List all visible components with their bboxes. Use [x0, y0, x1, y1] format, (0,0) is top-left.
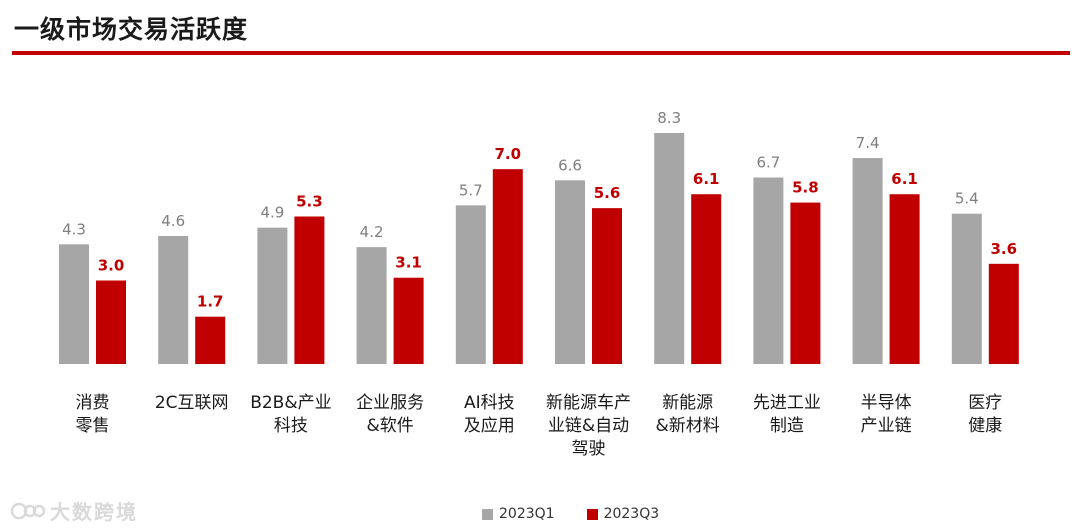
bar-2023q3-4 — [492, 169, 523, 364]
chart-title: 一级市场交易活跃度 — [14, 15, 249, 44]
value-label-2023q3-4: 7.0 — [495, 145, 522, 163]
legend-item-q1: 2023Q1 — [482, 506, 555, 522]
bar-2023q3-0 — [96, 280, 126, 364]
value-label-2023q3-3: 3.1 — [395, 254, 422, 272]
value-label-2023q3-1: 1.7 — [197, 293, 224, 311]
bar-2023q1-7 — [753, 177, 784, 364]
bar-2023q3-5 — [592, 208, 622, 364]
value-label-2023q3-2: 5.3 — [296, 192, 323, 210]
bar-2023q1-3 — [356, 247, 387, 364]
category-label-8: 半导体 产业链 — [860, 393, 912, 436]
bar-2023q3-1 — [195, 316, 226, 364]
bar-2023q3-2 — [294, 216, 325, 364]
value-label-2023q3-9: 3.6 — [991, 240, 1018, 258]
value-label-2023q1-6: 8.3 — [657, 109, 681, 127]
bar-2023q1-2 — [257, 227, 288, 364]
bar-2023q3-8 — [889, 194, 920, 364]
category-label-9: 医疗 健康 — [968, 393, 1003, 436]
legend-item-q3: 2023Q3 — [586, 506, 660, 522]
legend-swatch-q1 — [482, 508, 493, 520]
value-label-2023q1-2: 4.9 — [260, 204, 284, 222]
watermark-logo-icon — [10, 502, 46, 519]
bar-2023q3-9 — [988, 263, 1019, 364]
bar-2023q3-6 — [691, 194, 722, 364]
value-label-2023q1-0: 4.3 — [62, 220, 86, 238]
value-label-2023q3-6: 6.1 — [693, 170, 720, 188]
value-label-2023q3-0: 3.0 — [98, 257, 125, 275]
bar-2023q1-5 — [555, 180, 585, 364]
legend-label-q1: 2023Q1 — [499, 506, 555, 522]
value-label-2023q1-5: 6.6 — [558, 156, 582, 174]
legend: 2023Q1 2023Q3 — [482, 506, 691, 522]
watermark-text: 大数跨境 — [50, 500, 138, 524]
title-divider — [12, 51, 1070, 55]
value-label-2023q3-7: 5.8 — [792, 179, 819, 197]
legend-label-q3: 2023Q3 — [603, 506, 660, 522]
bar-2023q3-3 — [393, 277, 424, 364]
watermark: 大数跨境 — [10, 496, 138, 525]
category-label-5: 新能源车产 业链&自动 驾驶 — [546, 393, 631, 459]
value-label-2023q1-3: 4.2 — [360, 223, 384, 241]
category-label-6: 新能源 &新材料 — [655, 393, 720, 436]
value-label-2023q1-9: 5.4 — [955, 190, 979, 208]
category-label-3: 企业服务 &软件 — [356, 393, 425, 436]
bar-2023q1-1 — [158, 235, 189, 364]
category-label-1: 2C互联网 — [154, 393, 229, 413]
value-label-2023q1-1: 4.6 — [161, 212, 185, 230]
category-label-4: AI科技 及应用 — [463, 393, 515, 436]
category-label-0: 消费 零售 — [75, 393, 110, 436]
bar-2023q1-4 — [455, 205, 486, 364]
value-label-2023q3-5: 5.6 — [594, 184, 621, 202]
legend-swatch-q3 — [586, 508, 598, 520]
value-label-2023q1-4: 5.7 — [459, 181, 483, 199]
value-label-2023q3-8: 6.1 — [891, 170, 918, 188]
category-label-7: 先进工业 制造 — [752, 393, 821, 436]
value-label-2023q1-8: 7.4 — [856, 134, 880, 152]
bar-2023q3-7 — [790, 202, 821, 364]
bar-2023q1-9 — [951, 213, 982, 364]
value-label-2023q1-7: 6.7 — [756, 154, 780, 172]
bar-2023q1-0 — [59, 244, 89, 364]
bar-2023q1-6 — [654, 133, 685, 364]
category-label-2: B2B&产业 科技 — [250, 393, 332, 436]
bar-2023q1-8 — [852, 158, 883, 364]
